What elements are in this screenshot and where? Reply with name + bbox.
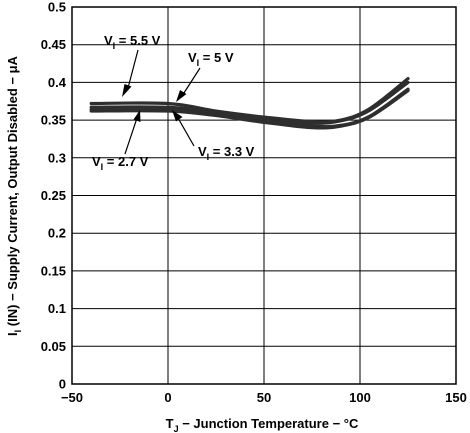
arrowhead-vi-3-3: [172, 110, 183, 122]
x-axis-title: TJ − Junction Temperature − °C: [166, 416, 359, 433]
x-tick-label: 100: [349, 390, 371, 405]
y-tick-label: 0.5: [48, 0, 66, 15]
arrowhead-vi-5-5: [122, 84, 132, 97]
y-tick-label: 0.1: [48, 301, 66, 316]
y-tick-label: 0.05: [41, 339, 66, 354]
y-tick-label: 0.15: [41, 263, 66, 278]
y-tick-label: 0.2: [48, 226, 66, 241]
x-tick-label: 150: [445, 390, 467, 405]
leader-vi-3-3: [177, 117, 195, 147]
y-tick-label: 0.4: [48, 75, 67, 90]
y-tick-label: 0.45: [41, 37, 66, 52]
annotation-vi-5: VI = 5 V: [188, 50, 234, 68]
annotation-vi-3-3: VI = 3.3 V: [198, 144, 255, 162]
leader-vi-5-5: [127, 49, 139, 89]
x-tick-label: 50: [257, 390, 271, 405]
series-lines: [89, 77, 410, 130]
leader-vi-2-7: [124, 117, 138, 155]
annotation-vi-2-7: VI = 2.7 V: [92, 154, 149, 172]
y-tick-labels: 0 0.05 0.1 0.15 0.2 0.25 0.3 0.35 0.4 0.45 0.5: [41, 0, 67, 392]
series-line-1: [89, 80, 410, 125]
x-tick-label: 0: [164, 390, 171, 405]
y-tick-label: 0.25: [41, 188, 66, 203]
arrowhead-vi-2-7: [133, 110, 141, 122]
x-tick-label: −50: [61, 390, 83, 405]
x-tick-labels: −50 0 50 100 150: [61, 390, 467, 405]
leader-vi-5: [181, 67, 201, 97]
grid-lines: [71, 6, 457, 385]
y-tick-label: 0.35: [41, 113, 66, 128]
series-line-3: [89, 89, 410, 130]
plot-frame: [71, 6, 457, 385]
y-axis-title: II (IN) − Supply Current, Output Disable…: [5, 55, 23, 336]
annotation-vi-5-5: VI = 5.5 V: [104, 33, 161, 51]
arrowhead-vi-5: [176, 90, 187, 102]
y-tick-label: 0.3: [48, 150, 66, 165]
y-tick-label: 0: [59, 377, 66, 392]
annotation-leaders: [122, 49, 201, 155]
